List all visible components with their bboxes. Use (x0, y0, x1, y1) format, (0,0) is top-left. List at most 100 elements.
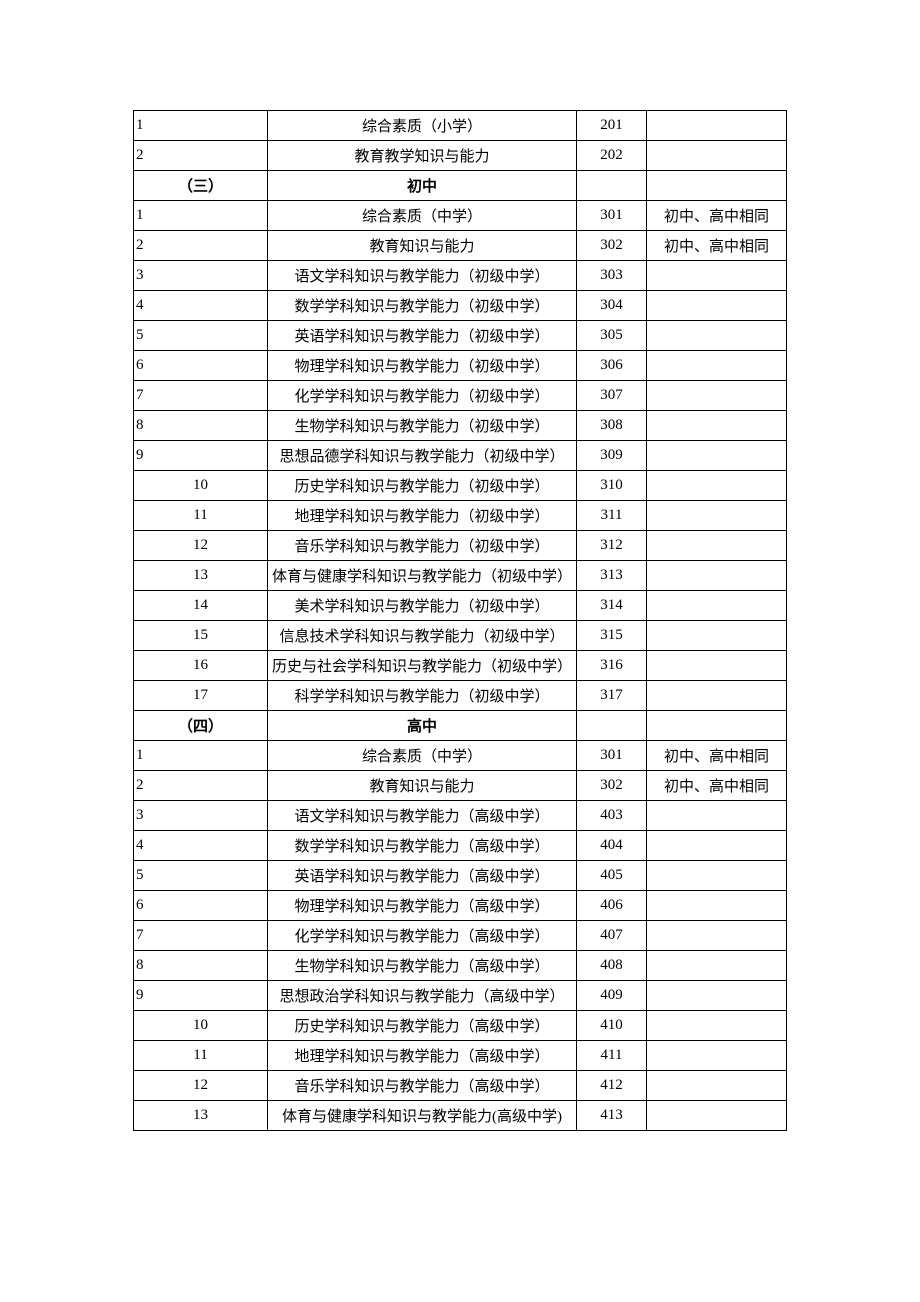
subject-code: 301 (577, 741, 647, 771)
subject-name: 语文学科知识与教学能力（高级中学） (268, 801, 577, 831)
subject-code: 408 (577, 951, 647, 981)
subject-note (647, 441, 787, 471)
subject-code: 202 (577, 141, 647, 171)
row-number: 13 (134, 561, 268, 591)
table-row: 14美术学科知识与教学能力（初级中学）314 (134, 591, 787, 621)
subject-name: 化学学科知识与教学能力（高级中学） (268, 921, 577, 951)
table-row: 16历史与社会学科知识与教学能力（初级中学）316 (134, 651, 787, 681)
subject-note (647, 711, 787, 741)
table-row: 9思想政治学科知识与教学能力（高级中学）409 (134, 981, 787, 1011)
subject-note (647, 681, 787, 711)
table-row: 15信息技术学科知识与教学能力（初级中学）315 (134, 621, 787, 651)
subject-note (647, 921, 787, 951)
row-number: 7 (134, 381, 268, 411)
row-number: 12 (134, 531, 268, 561)
subject-name: 教育知识与能力 (268, 231, 577, 261)
row-number: 6 (134, 891, 268, 921)
subject-note (647, 351, 787, 381)
subject-code: 317 (577, 681, 647, 711)
subject-name: 英语学科知识与教学能力（高级中学） (268, 861, 577, 891)
row-number: 8 (134, 411, 268, 441)
subject-name: 综合素质（中学） (268, 741, 577, 771)
subject-name: 教育知识与能力 (268, 771, 577, 801)
subject-code: 303 (577, 261, 647, 291)
subject-name: 物理学科知识与教学能力（高级中学） (268, 891, 577, 921)
row-number: 1 (134, 111, 268, 141)
subject-code: 304 (577, 291, 647, 321)
table-row: 2教育知识与能力302初中、高中相同 (134, 231, 787, 261)
subject-note (647, 801, 787, 831)
subject-note (647, 111, 787, 141)
table-row: 11地理学科知识与教学能力（高级中学）411 (134, 1041, 787, 1071)
subject-note (647, 411, 787, 441)
table-row: 1综合素质（小学）201 (134, 111, 787, 141)
table-row: 13体育与健康学科知识与教学能力(高级中学)413 (134, 1101, 787, 1131)
subject-name: 教育教学知识与能力 (268, 141, 577, 171)
row-number: 3 (134, 801, 268, 831)
table-row: 8生物学科知识与教学能力（初级中学）308 (134, 411, 787, 441)
subject-code: 411 (577, 1041, 647, 1071)
subject-code: 308 (577, 411, 647, 441)
table-row: 7化学学科知识与教学能力（高级中学）407 (134, 921, 787, 951)
subject-name: 历史学科知识与教学能力（初级中学） (268, 471, 577, 501)
subject-note (647, 831, 787, 861)
table-row: 12音乐学科知识与教学能力（初级中学）312 (134, 531, 787, 561)
subject-code: 314 (577, 591, 647, 621)
subject-code: 313 (577, 561, 647, 591)
subject-note (647, 651, 787, 681)
subject-code: 315 (577, 621, 647, 651)
row-number: 17 (134, 681, 268, 711)
subject-code: 301 (577, 201, 647, 231)
table-row: 1综合素质（中学）301初中、高中相同 (134, 201, 787, 231)
row-number: 10 (134, 471, 268, 501)
subject-code: 302 (577, 771, 647, 801)
row-number: 9 (134, 441, 268, 471)
subject-code: 404 (577, 831, 647, 861)
subject-name: 高中 (268, 711, 577, 741)
row-number: 10 (134, 1011, 268, 1041)
subject-code: 312 (577, 531, 647, 561)
subject-name: 生物学科知识与教学能力（高级中学） (268, 951, 577, 981)
table-row: 3语文学科知识与教学能力（高级中学）403 (134, 801, 787, 831)
subject-name: 科学学科知识与教学能力（初级中学） (268, 681, 577, 711)
subject-name: 物理学科知识与教学能力（初级中学） (268, 351, 577, 381)
row-number: （四） (134, 711, 268, 741)
table-row: 2教育教学知识与能力202 (134, 141, 787, 171)
subject-name: 信息技术学科知识与教学能力（初级中学） (268, 621, 577, 651)
subject-code: 409 (577, 981, 647, 1011)
table-row: 17科学学科知识与教学能力（初级中学）317 (134, 681, 787, 711)
row-number: 5 (134, 861, 268, 891)
table-row: （三）初中 (134, 171, 787, 201)
row-number: （三） (134, 171, 268, 201)
table-row: 1综合素质（中学）301初中、高中相同 (134, 741, 787, 771)
subject-note (647, 561, 787, 591)
subject-note (647, 471, 787, 501)
row-number: 3 (134, 261, 268, 291)
row-number: 11 (134, 501, 268, 531)
subject-name: 体育与健康学科知识与教学能力(高级中学) (268, 1101, 577, 1131)
subject-note (647, 1071, 787, 1101)
subject-code (577, 711, 647, 741)
subject-name: 思想品德学科知识与教学能力（初级中学） (268, 441, 577, 471)
subject-name: 历史与社会学科知识与教学能力（初级中学） (268, 651, 577, 681)
subject-name: 初中 (268, 171, 577, 201)
subject-name: 语文学科知识与教学能力（初级中学） (268, 261, 577, 291)
table-row: 5英语学科知识与教学能力（高级中学）405 (134, 861, 787, 891)
subject-code (577, 171, 647, 201)
row-number: 2 (134, 231, 268, 261)
row-number: 16 (134, 651, 268, 681)
row-number: 5 (134, 321, 268, 351)
row-number: 7 (134, 921, 268, 951)
subject-code: 302 (577, 231, 647, 261)
subject-name: 体育与健康学科知识与教学能力（初级中学） (268, 561, 577, 591)
subject-code: 310 (577, 471, 647, 501)
table-row: 5英语学科知识与教学能力（初级中学）305 (134, 321, 787, 351)
subject-code: 405 (577, 861, 647, 891)
row-number: 4 (134, 291, 268, 321)
subject-note (647, 501, 787, 531)
row-number: 8 (134, 951, 268, 981)
table-row: 9思想品德学科知识与教学能力（初级中学）309 (134, 441, 787, 471)
row-number: 1 (134, 201, 268, 231)
subject-name: 思想政治学科知识与教学能力（高级中学） (268, 981, 577, 1011)
subject-name: 综合素质（中学） (268, 201, 577, 231)
